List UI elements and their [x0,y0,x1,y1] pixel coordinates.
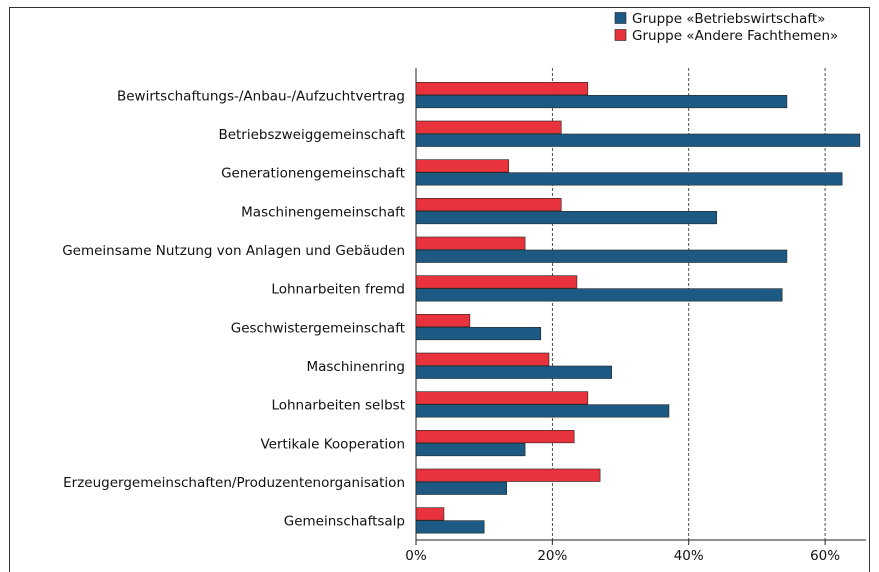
legend-swatch [614,12,627,24]
y-tick-label: Lohnarbeiten selbst [271,398,405,414]
y-tick-label: Betriebszweiggemeinschaft [218,127,405,143]
bar [415,120,562,134]
bar [415,236,526,250]
x-tick-label: 60% [810,548,840,564]
legend-label: Gruppe «Andere Fachthemen» [632,28,838,44]
y-tick-label: Bewirtschaftungs-/Anbau-/Aufzuchtvertrag [117,88,405,104]
bar [415,288,783,302]
bar [415,275,578,289]
bar [415,82,589,96]
bar [415,133,861,147]
y-tick-label: Maschinengemeinschaft [241,204,405,220]
y-tick-label: Gemeinsame Nutzung von Anlagen und Gebäu… [62,243,405,259]
y-tick-label: Maschinenring [306,359,405,375]
bar [415,95,788,109]
bar [415,443,526,457]
y-tick-label: Erzeugergemeinschaften/Produzentenorgani… [63,475,405,491]
bar [415,249,788,263]
bar [415,159,510,173]
y-tick-label: Generationengemeinschaft [221,166,405,182]
y-tick-label: Lohnarbeiten fremd [271,282,405,298]
legend-label: Gruppe «Betriebswirtschaft» [632,11,825,27]
x-tick-label: 20% [537,548,567,564]
bar [415,327,542,341]
legend-swatch [614,29,627,41]
bar [415,352,550,366]
bar [415,520,485,534]
bar [415,404,670,418]
x-tick-label: 0% [405,548,427,564]
y-tick-label: Gemeinschaftsalp [284,514,405,530]
bar [415,172,843,186]
y-tick-label: Geschwistergemeinschaft [231,320,405,336]
y-tick-label: Vertikale Kooperation [260,436,405,452]
bar [415,430,575,444]
frame [9,7,870,572]
x-tick-label: 40% [674,548,704,564]
bar [415,211,717,225]
bar [415,365,612,379]
bar [415,468,601,482]
bar [415,314,471,328]
bar [415,198,562,212]
bar [415,481,507,495]
bar [415,507,445,521]
bar [415,391,589,405]
